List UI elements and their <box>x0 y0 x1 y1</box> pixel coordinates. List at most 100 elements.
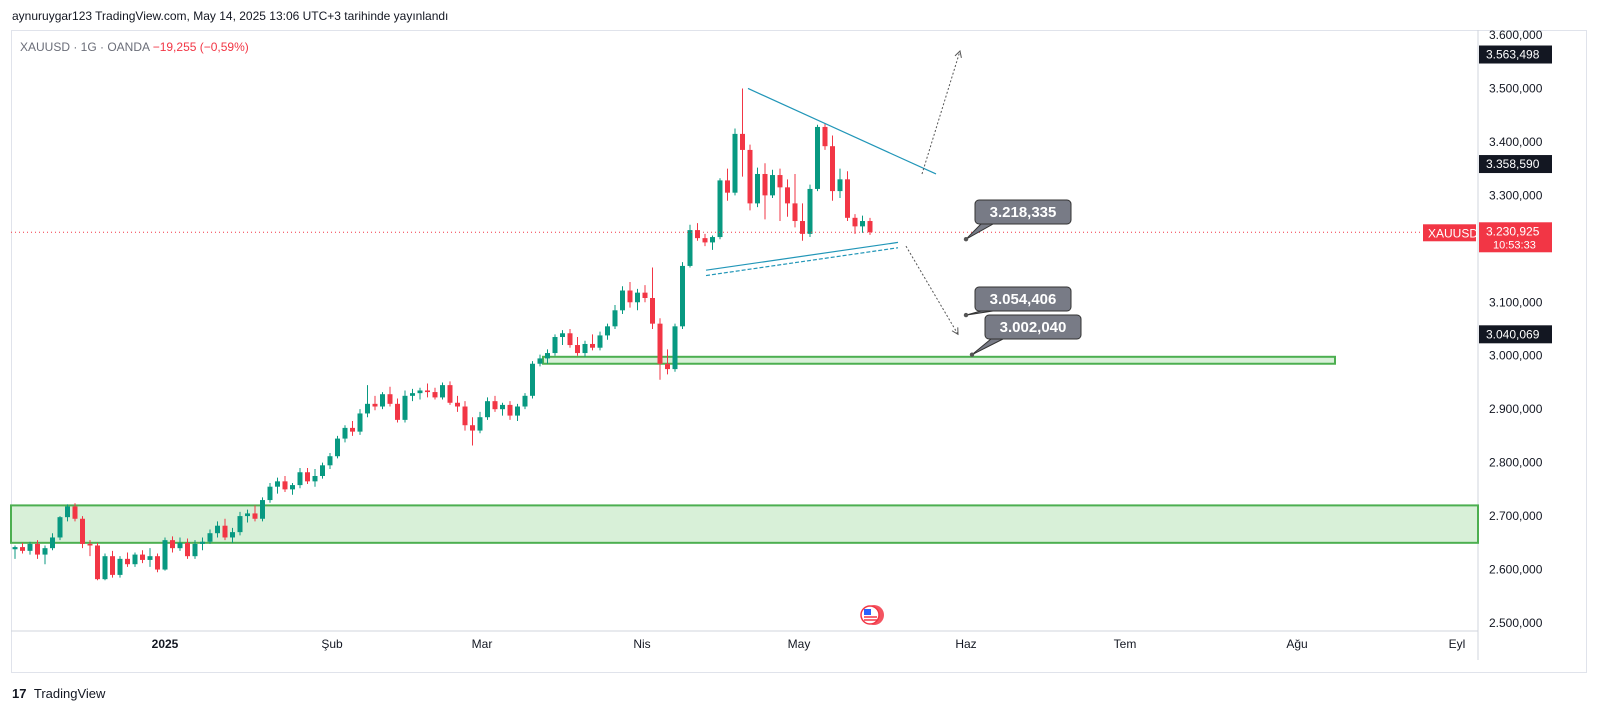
support-zone <box>542 355 1336 365</box>
candle <box>215 525 220 534</box>
candle <box>837 179 843 192</box>
candle <box>417 390 423 394</box>
candle <box>717 180 723 238</box>
candle <box>830 146 835 192</box>
candle <box>440 385 445 398</box>
candles <box>12 88 873 581</box>
chart-frame <box>11 30 1587 673</box>
axis-price-label-text: 3.040,069 <box>1486 327 1540 341</box>
candle <box>575 345 580 354</box>
price-callout[interactable]: 3.054,406 <box>963 286 1072 318</box>
callout-anchor <box>969 352 975 357</box>
ticker-label-bg <box>1423 224 1476 242</box>
candle <box>125 558 130 565</box>
candle <box>447 385 453 403</box>
current-price-countdown: 10:53:33 <box>1493 239 1536 251</box>
candle <box>800 221 805 234</box>
candle <box>87 543 93 546</box>
down-arrow-shaft <box>905 245 959 335</box>
callout-value: 3.002,040 <box>1000 319 1067 336</box>
price-axis[interactable]: 3.600,000 3.500,000 3.400,000 3.300,000 3.10… <box>1489 28 1543 630</box>
price-callout[interactable]: 3.218,335 <box>963 199 1072 242</box>
candle <box>845 179 850 218</box>
candle <box>582 343 588 354</box>
axis-price-label-bg <box>1479 325 1552 344</box>
resistance-trendline <box>747 87 937 175</box>
time-tick-label: Ağu <box>1286 637 1307 651</box>
candle <box>245 513 250 517</box>
candle <box>852 217 858 227</box>
price-tick-label: 2.500,000 <box>1489 616 1543 630</box>
candle <box>222 525 228 538</box>
time-tick-label: Haz <box>955 637 976 651</box>
candle <box>537 358 543 364</box>
candle <box>642 292 648 298</box>
price-tick-label: 3.500,000 <box>1489 81 1543 95</box>
us-flag-event-icon[interactable] <box>860 605 884 625</box>
candle <box>327 456 333 466</box>
candle <box>590 343 595 348</box>
candle <box>492 401 498 410</box>
time-tick-label: 2025 <box>152 637 179 651</box>
candle <box>402 395 408 420</box>
price-labels: 3.563,4983.358,5903.224,6903.040,0693.23… <box>1423 45 1552 344</box>
candle <box>725 180 730 193</box>
time-tick-label: May <box>788 637 811 651</box>
price-tick-label: 3.000,000 <box>1489 349 1543 363</box>
candle <box>815 126 820 189</box>
candle <box>485 401 490 418</box>
drawings: 3.218,335 3.054,406 3.002,040 <box>11 50 1478 357</box>
price-tick-label: 3.300,000 <box>1489 188 1543 202</box>
candle <box>117 558 123 575</box>
candle <box>470 425 475 431</box>
candle <box>695 230 700 239</box>
ticker-label[interactable]: XAUUSD <box>1423 224 1478 242</box>
candle <box>477 417 483 431</box>
symbol-info[interactable]: XAUUSD · 1G · OANDA −19,255 (−0,59%) <box>20 40 249 54</box>
candle <box>762 173 768 196</box>
candle <box>102 556 108 580</box>
support-trendline-lower <box>705 247 899 277</box>
callout-value: 3.054,406 <box>990 291 1057 308</box>
candle <box>12 547 18 550</box>
price-tick-label: 2.800,000 <box>1489 456 1543 470</box>
axis-price-label-text: 3.563,498 <box>1486 48 1540 62</box>
candle <box>185 542 190 557</box>
candle <box>320 465 325 476</box>
candle <box>72 506 78 519</box>
candle <box>65 506 70 518</box>
candle <box>672 326 678 370</box>
time-tick-label: Nis <box>633 637 650 651</box>
price-tick-label: 3.100,000 <box>1489 295 1543 309</box>
axis-price-label: 3.358,590 <box>1479 155 1552 174</box>
candle <box>522 395 528 407</box>
callout-box <box>974 199 1072 225</box>
candle <box>155 556 160 570</box>
candle <box>410 393 415 396</box>
candle <box>612 310 618 327</box>
price-callout[interactable]: 3.002,040 <box>969 314 1082 357</box>
candle <box>80 518 85 544</box>
footer[interactable]: 17 TradingView <box>12 686 105 701</box>
candle <box>140 554 145 560</box>
candle <box>770 175 775 196</box>
up-arrow <box>921 50 962 175</box>
axis-price-label-bg <box>1479 155 1552 174</box>
candle <box>162 540 168 570</box>
candle <box>177 542 183 549</box>
callout-box <box>974 286 1072 312</box>
candle <box>297 472 303 486</box>
candle <box>432 392 438 398</box>
candle <box>822 126 828 147</box>
brand-name: TradingView <box>33 686 106 701</box>
candle <box>755 173 760 204</box>
time-axis[interactable]: 2025 Şub Mar Nis May Haz Tem Ağu Eyl <box>152 637 1466 651</box>
candle <box>462 406 468 426</box>
candle <box>372 403 378 407</box>
time-tick-label: Eyl <box>1449 637 1466 651</box>
candle <box>282 481 288 490</box>
candle <box>740 133 745 150</box>
candle <box>252 513 258 519</box>
